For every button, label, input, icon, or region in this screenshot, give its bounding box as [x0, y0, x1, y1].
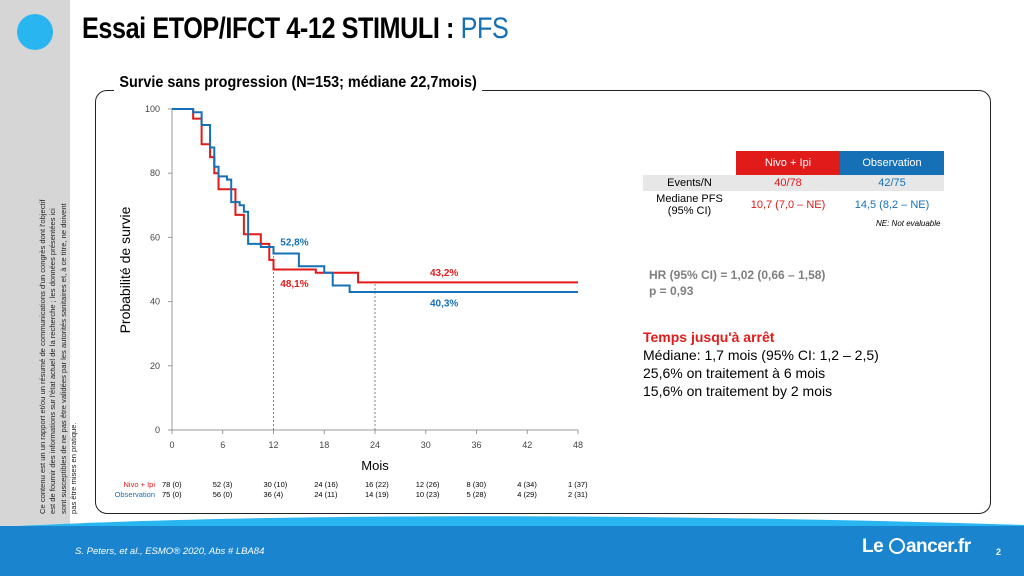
x-tick-label: 42	[522, 440, 532, 450]
x-tick-label: 12	[268, 440, 278, 450]
at-risk-cell: 12 (26)	[415, 480, 440, 489]
hazard-ratio: HR (95% CI) = 1,02 (0,66 – 1,58) p = 0,9…	[649, 267, 825, 299]
hr-line: HR (95% CI) = 1,02 (0,66 – 1,58)	[649, 268, 826, 282]
events-nivo: 40/78	[736, 175, 840, 191]
at-risk-label: Nivo + Ipi	[123, 480, 155, 489]
sidebar-band: Ce contenu est un un rapport et/ou un ré…	[0, 0, 78, 526]
at-risk-cell: 4 (29)	[517, 490, 537, 499]
at-risk-cell: 78 (0)	[162, 480, 182, 489]
p-value-line: p = 0,93	[649, 284, 694, 298]
data-label: 52,8%	[280, 237, 308, 248]
at-risk-cell: 4 (34)	[517, 480, 537, 489]
data-label: 48,1%	[280, 279, 308, 290]
title-accent: PFS	[460, 12, 509, 45]
at-risk-cell: 10 (23)	[415, 490, 440, 499]
x-axis-label: Mois	[361, 458, 389, 473]
title-main: Essai ETOP/IFCT 4-12 STIMULI :	[82, 12, 461, 45]
y-tick-label: 80	[150, 168, 160, 178]
y-axis-label: Probabilité de survie	[117, 206, 133, 334]
x-tick-label: 6	[220, 440, 225, 450]
events-observation: 42/75	[840, 175, 944, 191]
median-observation: 14,5 (8,2 – NE)	[854, 199, 930, 211]
series-line-nivo	[172, 108, 578, 284]
at-risk-cell: 52 (3)	[212, 480, 233, 489]
y-tick-label: 100	[145, 104, 160, 114]
y-tick-label: 20	[150, 361, 160, 371]
at-risk-cell: 36 (4)	[263, 490, 284, 499]
ne-note: NE: Not evaluable	[876, 219, 941, 228]
content-panel	[95, 90, 991, 514]
at-risk-cell: 5 (28)	[466, 490, 487, 499]
at-risk-cell: 24 (16)	[314, 480, 339, 489]
at-risk-cell: 2 (31)	[568, 490, 588, 499]
stats-table: Nivo + Ipi Observation Events/N 40/78 42…	[643, 151, 944, 219]
x-tick-label: 24	[370, 440, 380, 450]
logo-c-icon	[888, 538, 905, 554]
events-label: Events/N	[643, 175, 736, 191]
y-tick-label: 0	[155, 425, 160, 435]
brand-dot-icon	[17, 14, 53, 50]
page-number: 2	[996, 547, 1002, 557]
y-tick-label: 40	[150, 297, 160, 307]
time-to-stop-line1: Médiane: 1,7 mois (95% CI: 1,2 – 2,5)	[643, 347, 879, 363]
page-title: Essai ETOP/IFCT 4-12 STIMULI : PFS	[82, 12, 509, 46]
median-label: Mediane PFS (95% CI)	[656, 193, 723, 217]
time-to-stop-line2: 25,6% on traitement à 6 mois	[643, 365, 826, 381]
at-risk-cell: 75 (0)	[162, 490, 182, 499]
median-nivo: 10,7 (7,0 – NE)	[750, 199, 826, 211]
chart-title: Survie sans progression (N=153; médiane …	[114, 74, 483, 92]
col-header-nivo: Nivo + Ipi	[736, 151, 840, 175]
time-to-stop-block: Temps jusqu'à arrêt Médiane: 1,7 mois (9…	[643, 328, 879, 400]
data-label: 43,2%	[430, 268, 458, 279]
time-to-stop-title: Temps jusqu'à arrêt	[643, 329, 775, 345]
x-tick-label: 18	[319, 440, 329, 450]
x-tick-label: 0	[169, 440, 174, 450]
time-to-stop-line3: 15,6% on traitement by 2 mois	[643, 383, 833, 399]
at-risk-cell: 16 (22)	[365, 480, 389, 489]
x-tick-label: 36	[471, 440, 481, 450]
at-risk-cell: 24 (11)	[314, 490, 338, 499]
footer-band	[0, 526, 1024, 576]
series-line-observation	[172, 108, 578, 293]
x-tick-label: 48	[573, 440, 583, 450]
at-risk-cell: 14 (19)	[365, 490, 389, 499]
x-tick-label: 30	[421, 440, 431, 450]
at-risk-cell: 30 (10)	[263, 480, 288, 489]
lecancer-logo: Le ancer.fr	[862, 536, 971, 557]
citation: S. Peters, et al., ESMO® 2020, Abs # LBA…	[75, 546, 265, 557]
at-risk-cell: 56 (0)	[212, 490, 233, 499]
data-label: 40,3%	[430, 298, 458, 309]
chart-marks: 52,8% 48,1% 43,2% 40,3%	[172, 108, 578, 430]
at-risk-label: Observation	[114, 490, 155, 499]
at-risk-cell: 1 (37)	[568, 480, 588, 489]
at-risk-cell: 8 (30)	[466, 480, 487, 489]
col-header-observation: Observation	[840, 151, 944, 175]
y-tick-label: 60	[150, 232, 160, 242]
